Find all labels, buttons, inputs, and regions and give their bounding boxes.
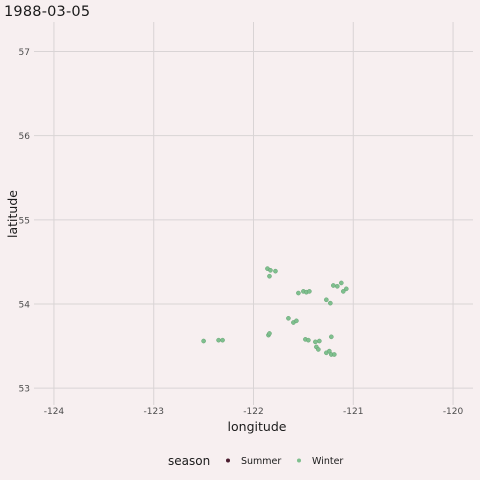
x-tick-label: -124 (44, 407, 65, 417)
y-tick-label: 55 (19, 216, 30, 226)
legend-key-summer (226, 458, 230, 463)
point-winter (220, 337, 225, 343)
chart-title: 1988-03-05 (4, 4, 91, 20)
x-axis-title: longitude (228, 419, 287, 434)
point-winter (343, 286, 349, 292)
legend-key-winter (297, 458, 301, 463)
point-winter (329, 334, 334, 340)
point-winter (331, 283, 336, 288)
point-winter (328, 300, 333, 306)
grid-lines (34, 22, 473, 405)
point-winter (294, 318, 299, 324)
x-tick-label: -122 (243, 407, 263, 417)
y-tick-label: 57 (19, 48, 30, 58)
y-tick-label: 53 (19, 385, 30, 395)
point-winter (306, 337, 311, 343)
data-points (201, 266, 349, 357)
legend-title: season (168, 454, 210, 468)
legend-label-summer: Summer (241, 456, 281, 467)
legend-label-winter: Winter (312, 456, 343, 467)
point-winter (273, 268, 278, 274)
point-winter (286, 315, 291, 321)
y-tick-label: 56 (19, 132, 31, 142)
point-winter (267, 273, 272, 279)
legend: season Summer Winter (168, 454, 343, 468)
point-winter (201, 338, 206, 344)
point-winter (296, 290, 301, 296)
point-winter (268, 268, 273, 273)
x-tick-label: -123 (144, 407, 164, 417)
point-winter (327, 348, 332, 354)
y-tick-labels: 53 54 55 56 57 (19, 48, 31, 395)
x-tick-label: -121 (343, 407, 363, 417)
point-winter (316, 347, 321, 352)
x-tick-label: -120 (443, 407, 464, 417)
y-axis-title: latitude (5, 190, 20, 238)
point-winter (317, 338, 322, 344)
point-winter (340, 289, 346, 294)
point-winter (332, 352, 337, 357)
point-winter (307, 289, 312, 294)
x-tick-labels: -124 -123 -122 -121 -120 (44, 407, 464, 417)
point-winter (313, 339, 318, 345)
point-winter (267, 331, 272, 336)
point-winter (216, 337, 221, 343)
y-tick-label: 54 (19, 300, 31, 310)
point-winter (338, 280, 344, 286)
point-winter (324, 297, 329, 303)
point-winter (335, 284, 340, 289)
